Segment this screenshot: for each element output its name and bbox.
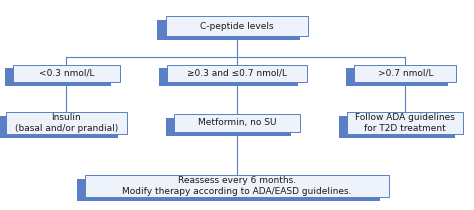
Text: Reassess every 6 months.
Modify therapy according to ADA/EASD guidelines.: Reassess every 6 months. Modify therapy … [122, 176, 352, 196]
Text: Follow ADA guidelines
for T2D treatment: Follow ADA guidelines for T2D treatment [356, 113, 455, 133]
Text: Insulin
(basal and/or prandial): Insulin (basal and/or prandial) [15, 113, 118, 133]
Text: Metformin, no SU: Metformin, no SU [198, 118, 276, 127]
FancyBboxPatch shape [85, 175, 389, 197]
FancyBboxPatch shape [338, 116, 455, 138]
FancyBboxPatch shape [5, 68, 111, 86]
FancyBboxPatch shape [354, 64, 456, 82]
FancyBboxPatch shape [77, 178, 380, 201]
FancyBboxPatch shape [158, 68, 299, 86]
FancyBboxPatch shape [6, 112, 127, 134]
FancyBboxPatch shape [167, 64, 307, 82]
FancyBboxPatch shape [157, 20, 300, 40]
Text: ≥0.3 and ≤0.7 nmol/L: ≥0.3 and ≤0.7 nmol/L [187, 69, 287, 78]
FancyBboxPatch shape [0, 116, 118, 138]
Text: C-peptide levels: C-peptide levels [200, 22, 274, 31]
FancyBboxPatch shape [166, 16, 308, 36]
FancyBboxPatch shape [165, 118, 291, 136]
Text: <0.3 nmol/L: <0.3 nmol/L [38, 69, 94, 78]
FancyBboxPatch shape [346, 68, 447, 86]
FancyBboxPatch shape [174, 114, 300, 132]
FancyBboxPatch shape [347, 112, 463, 134]
Text: >0.7 nmol/L: >0.7 nmol/L [377, 69, 433, 78]
FancyBboxPatch shape [13, 64, 119, 82]
